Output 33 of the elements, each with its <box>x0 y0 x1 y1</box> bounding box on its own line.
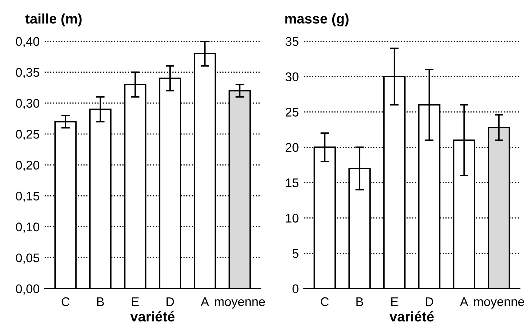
y-tick-label: 0,00 <box>16 284 40 295</box>
x-tick-label: D <box>426 298 434 306</box>
y-tick-label: 35 <box>286 37 299 46</box>
x-tick-label: E <box>392 298 398 306</box>
x-axis-title: variété <box>130 311 175 322</box>
x-tick-label: A <box>200 298 210 306</box>
y-tick-label: 0,35 <box>16 68 40 79</box>
x-axis-title: variété <box>390 311 434 322</box>
y-tick-label: 5 <box>292 249 299 258</box>
y-tick-label: 0,25 <box>16 130 40 140</box>
x-tick-label: B <box>356 298 364 306</box>
y-tick-label: 0,05 <box>16 254 40 264</box>
y-tick-label: 10 <box>286 214 299 223</box>
x-tick-label: E <box>132 298 140 306</box>
x-tick-label: B <box>97 298 104 306</box>
x-tick-label: C <box>321 298 330 306</box>
x-tick-label: moyenne <box>215 300 266 309</box>
y-tick-label: 0,30 <box>16 99 40 110</box>
y-tick-label: 0,20 <box>16 160 40 172</box>
y-tick-label: 20 <box>286 143 299 152</box>
x-tick-label: A <box>460 298 468 306</box>
y-tick-label: 15 <box>286 178 299 188</box>
y-tick-label: 30 <box>286 72 299 82</box>
x-tick-label: C <box>62 298 70 306</box>
y-tick-label: 0,15 <box>16 192 40 202</box>
y-tick-label: 0,10 <box>16 222 40 234</box>
y-axis-title: taille (m) <box>26 14 82 27</box>
y-tick-label: 0,40 <box>16 37 40 48</box>
y-tick-label: 0 <box>292 284 299 294</box>
x-tick-label: moyenne <box>474 300 524 309</box>
y-tick-label: 25 <box>286 108 299 117</box>
y-axis-title: masse (g) <box>286 14 349 27</box>
x-tick-label: D <box>166 298 174 306</box>
